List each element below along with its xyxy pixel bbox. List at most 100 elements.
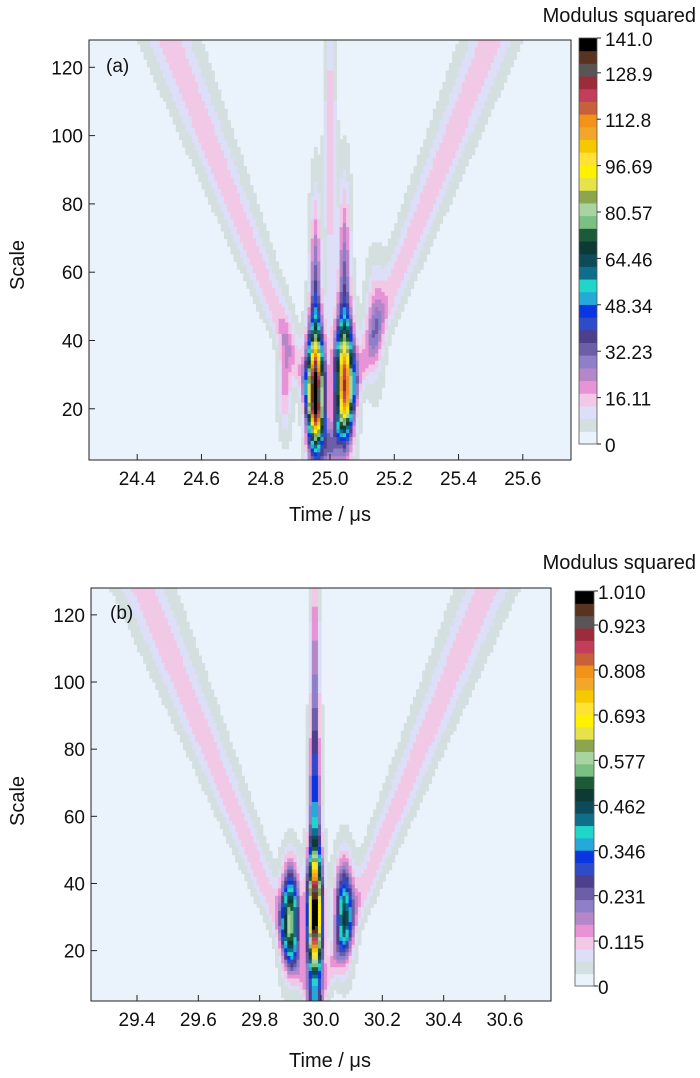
- heatmap-cell: [249, 204, 254, 209]
- heatmap-cell: [455, 85, 460, 91]
- heatmap-cell: [400, 215, 405, 221]
- heatmap-cell: [230, 146, 235, 152]
- heatmap-cell: [474, 104, 479, 110]
- heatmap-cell: [240, 154, 244, 159]
- heatmap-cell: [140, 629, 144, 634]
- heatmap-cell: [342, 318, 347, 324]
- heatmap-cell: [484, 108, 489, 114]
- heatmap-cell: [419, 242, 424, 247]
- heatmap-cell: [246, 246, 251, 251]
- heatmap-cell: [349, 353, 354, 358]
- heatmap-cell: [310, 215, 315, 221]
- heatmap-cell: [394, 311, 399, 316]
- heatmap-cell: [214, 181, 219, 186]
- heatmap-cell: [149, 621, 153, 627]
- heatmap-cell: [501, 606, 506, 612]
- heatmap-cell: [349, 234, 354, 240]
- heatmap-cell: [394, 276, 399, 282]
- heatmap-cell: [313, 276, 318, 282]
- heatmap-cell: [308, 621, 313, 627]
- heatmap-cell: [301, 314, 305, 320]
- heatmap-cell: [137, 640, 141, 645]
- heatmap-cell: [429, 131, 434, 137]
- heatmap-cell: [230, 200, 235, 205]
- heatmap-cell: [162, 59, 167, 64]
- heatmap-cell: [503, 55, 508, 60]
- heatmap-cell: [188, 108, 193, 114]
- heatmap-cell: [183, 610, 187, 615]
- heatmap-cell: [487, 55, 492, 60]
- heatmap-cell: [339, 303, 344, 308]
- heatmap-cell: [310, 204, 315, 209]
- heatmap-cell: [275, 349, 280, 354]
- heatmap-cell: [326, 429, 331, 434]
- heatmap-cell: [201, 139, 206, 144]
- heatmap-cell: [233, 230, 238, 236]
- heatmap-cell: [307, 253, 312, 259]
- heatmap-cell: [220, 169, 225, 175]
- heatmap-cell: [471, 74, 476, 79]
- heatmap-cell: [387, 314, 392, 320]
- heatmap-cell: [281, 299, 286, 305]
- heatmap-cell: [342, 219, 347, 224]
- heatmap-cell: [220, 208, 225, 213]
- heatmap-cell: [317, 410, 321, 415]
- heatmap-cell: [339, 372, 344, 377]
- heatmap-cell: [227, 154, 231, 159]
- heatmap-cell: [291, 398, 296, 404]
- heatmap-cell: [291, 334, 296, 339]
- heatmap-cell: [278, 398, 283, 404]
- heatmap-cell: [333, 360, 338, 366]
- heatmap-cell: [323, 341, 328, 347]
- heatmap-cell: [301, 345, 305, 350]
- heatmap-cell: [493, 47, 498, 53]
- heatmap-cell: [207, 181, 212, 186]
- heatmap-cell: [352, 280, 357, 285]
- heatmap-cell: [342, 456, 347, 460]
- heatmap-cell: [326, 433, 331, 438]
- heatmap-cell: [153, 55, 158, 60]
- heatmap-cell: [320, 418, 325, 423]
- heatmap-cell: [339, 211, 344, 217]
- heatmap-cell: [326, 116, 331, 121]
- heatmap-cell: [191, 40, 196, 45]
- heatmap-cell: [320, 250, 325, 255]
- heatmap-cell: [207, 108, 212, 114]
- heatmap-cell: [326, 391, 331, 396]
- heatmap-cell: [355, 395, 360, 400]
- heatmap-cell: [464, 59, 469, 64]
- heatmap-cell: [333, 391, 338, 396]
- heatmap-cell: [262, 230, 267, 236]
- heatmap-cell: [256, 276, 260, 282]
- heatmap-cell: [317, 208, 321, 213]
- heatmap-cell: [121, 614, 126, 619]
- heatmap-cell: [249, 276, 254, 282]
- heatmap-cell: [275, 314, 280, 320]
- heatmap-cell: [214, 154, 219, 159]
- heatmap-cell: [297, 421, 302, 427]
- heatmap-cell: [330, 383, 334, 389]
- heatmap-cell: [236, 204, 241, 209]
- heatmap-cell: [452, 158, 456, 163]
- heatmap-cell: [323, 230, 328, 236]
- heatmap-cell: [397, 211, 402, 217]
- heatmap-cell: [346, 448, 350, 453]
- heatmap-cell: [323, 82, 328, 87]
- heatmap-cell: [349, 383, 354, 389]
- heatmap-cell: [291, 364, 296, 369]
- heatmap-cell: [259, 295, 264, 301]
- heatmap-cell: [256, 204, 260, 209]
- heatmap-cell: [198, 93, 203, 98]
- heatmap-cell: [471, 70, 476, 75]
- heatmap-cell: [275, 353, 280, 358]
- heatmap-cell: [468, 43, 472, 49]
- heatmap-cell: [175, 47, 180, 53]
- heatmap-cell: [374, 368, 379, 373]
- heatmap-cell: [492, 595, 497, 600]
- heatmap-cell: [342, 395, 347, 400]
- heatmap-cell: [140, 591, 144, 597]
- heatmap-cell: [214, 196, 219, 201]
- heatmap-cell: [256, 261, 260, 266]
- heatmap-cell: [169, 47, 174, 53]
- heatmap-cell: [349, 364, 354, 369]
